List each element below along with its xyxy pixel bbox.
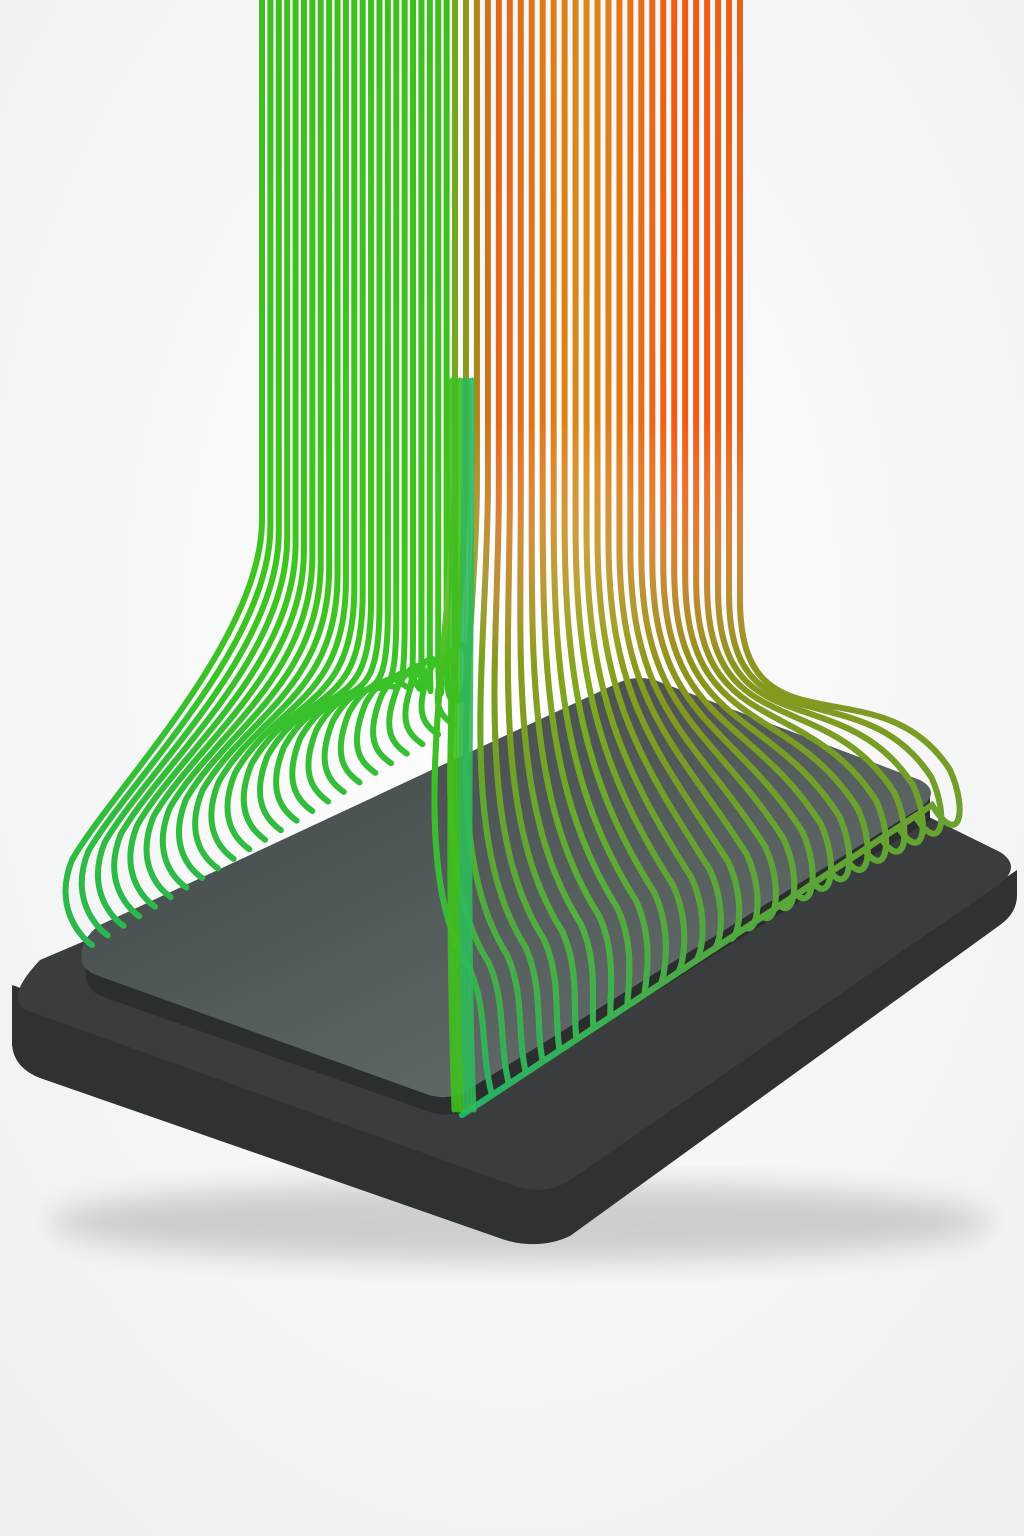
streamline-seam [451, 377, 461, 1113]
streamline-lower-overlay [660, 0, 834, 907]
streamline-lower-overlay [528, 0, 615, 1040]
streamline [224, 0, 349, 853]
base-slab-side [12, 870, 1017, 1245]
streamlines-left-sheet [62, 0, 471, 948]
streamline [111, 0, 291, 920]
streamline-lower-overlay [616, 0, 761, 951]
streamline-lower-overlay [572, 0, 688, 996]
streamline [386, 0, 434, 757]
streamline [208, 0, 341, 862]
streamline-seam [463, 377, 473, 1113]
streamline [62, 0, 265, 948]
streamline [273, 0, 375, 824]
streamline-lower-overlay [491, 0, 564, 1074]
streamline-lower-overlay [726, 0, 945, 840]
streamline-lower-overlay [504, 0, 580, 1063]
streamline [321, 0, 400, 795]
streamline-seam [467, 377, 477, 1113]
streamline [176, 0, 324, 882]
streamline [159, 0, 316, 891]
streamline [94, 0, 282, 929]
streamline-lower-overlay [583, 0, 706, 985]
streamline [240, 0, 358, 843]
streamline-lower-overlay [682, 0, 871, 884]
streamline-lower-overlay [704, 0, 908, 862]
streamline [256, 0, 366, 834]
streamline-lower-overlay [605, 0, 743, 962]
streamline [289, 0, 383, 815]
streamline-seam [447, 377, 457, 1113]
streamline [127, 0, 299, 910]
streamline [192, 0, 333, 872]
streamline [305, 0, 391, 805]
streamline-lower-overlay [594, 0, 724, 973]
streamline [143, 0, 307, 901]
streamline-lower-overlay [539, 0, 633, 1029]
streamline-lower-overlay [550, 0, 651, 1018]
streamline [370, 0, 425, 767]
streamline-lower-overlay [715, 0, 926, 851]
streamline [78, 0, 274, 939]
streamline-lower-overlay [649, 0, 816, 918]
streamline-lower-overlay [517, 0, 597, 1052]
streamline-lower-overlay [737, 0, 963, 828]
streamline-lower-overlay [671, 0, 853, 895]
streamlines-right-sheet [431, 0, 963, 1118]
streamline-seam [459, 377, 469, 1113]
streamline-lower-overlay [693, 0, 889, 873]
streamline-seam [455, 377, 465, 1113]
streamline-lower-overlay [561, 0, 669, 1007]
streamline-lower-overlay [477, 0, 547, 1085]
